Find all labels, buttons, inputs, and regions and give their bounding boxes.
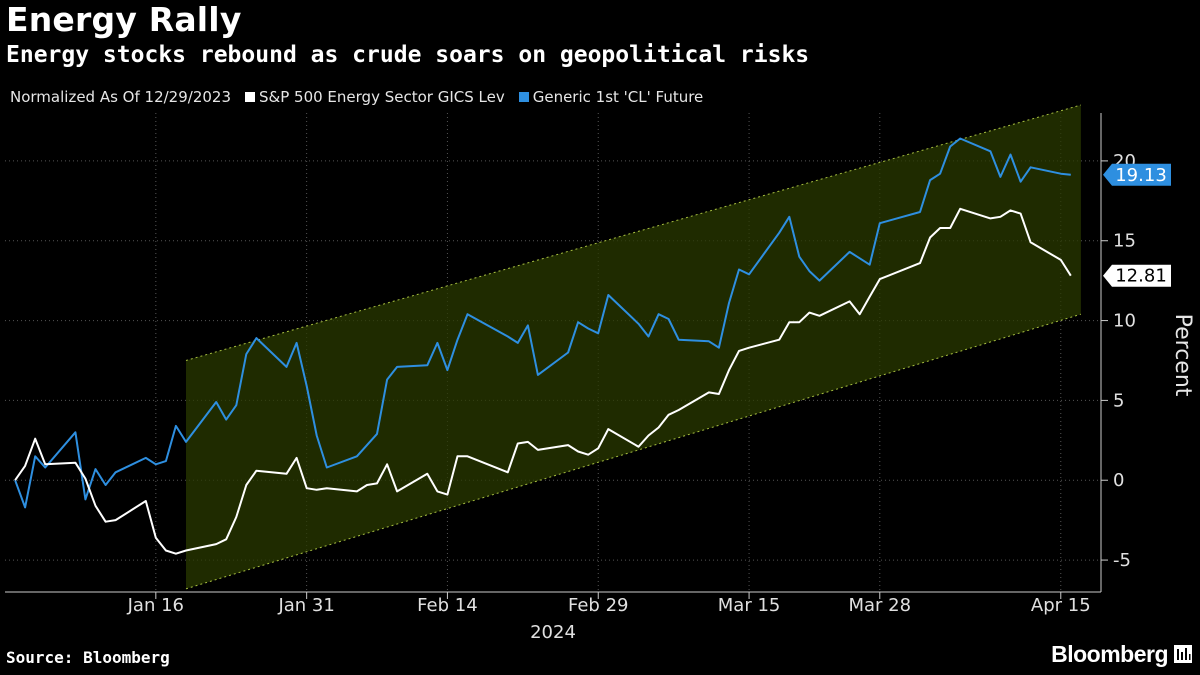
x-tick-label: Mar 28 <box>848 595 911 616</box>
legend-note: Normalized As Of 12/29/2023 <box>10 88 231 106</box>
end-label-box <box>1103 163 1171 186</box>
series-line-energy-sector <box>14 207 1072 555</box>
end-label-crude-future: 19.13 <box>1103 163 1171 186</box>
tick-labels: Jan 16 Jan 31 Feb 14 Feb 29 Mar 15 Mar 28 Apr … <box>127 151 1195 643</box>
legend-swatch-crude-future <box>518 92 529 102</box>
channel-upper-line <box>185 104 1082 361</box>
series-line-crude-future <box>14 137 1071 509</box>
x-tick-label: Jan 31 <box>277 595 334 616</box>
legend-label-crude-future: Generic 1st 'CL' Future <box>532 88 704 106</box>
y-tick-label: 10 <box>1113 311 1136 332</box>
chart-subtitle: Energy stocks rebound as crude soars on … <box>6 42 810 68</box>
x-tick-label: Jan 16 <box>127 595 184 616</box>
legend-swatch-energy-sector <box>245 92 255 102</box>
source-note: Source: Bloomberg <box>6 648 170 667</box>
brand-logo: Bloomberg <box>1051 641 1168 667</box>
axes <box>5 113 1108 599</box>
bloomberg-terminal-icon <box>1174 645 1192 663</box>
end-label-value: 19.13 <box>1115 165 1167 186</box>
x-axis-year-label: 2024 <box>530 622 576 643</box>
x-tick-label: Feb 29 <box>568 595 629 616</box>
legend-item-energy-sector: S&P 500 Energy Sector GICS Lev <box>245 88 505 106</box>
chart-title: Energy Rally <box>6 0 242 39</box>
trend-channel <box>185 104 1082 590</box>
end-label-box <box>1103 264 1171 287</box>
series-lines <box>14 137 1072 555</box>
end-label-energy-sector: 12.81 <box>1103 264 1171 287</box>
legend: Normalized As Of 12/29/2023 S&P 500 Ener… <box>10 88 703 106</box>
channel-lower-line <box>185 313 1082 590</box>
x-tick-label: Mar 15 <box>718 595 781 616</box>
x-tick-label: Apr 15 <box>1031 595 1091 616</box>
y-tick-label: 15 <box>1113 231 1136 252</box>
y-tick-label: 0 <box>1113 470 1124 491</box>
channel-fill <box>185 105 1081 589</box>
x-tick-label: Feb 14 <box>417 595 478 616</box>
y-tick-label: -5 <box>1113 550 1131 571</box>
end-label-value: 12.81 <box>1115 266 1167 287</box>
legend-label-energy-sector: S&P 500 Energy Sector GICS Lev <box>259 88 505 106</box>
legend-item-crude-future: Generic 1st 'CL' Future <box>518 88 704 106</box>
y-axis-title: Percent <box>1170 314 1195 397</box>
y-tick-label: 5 <box>1113 390 1124 411</box>
